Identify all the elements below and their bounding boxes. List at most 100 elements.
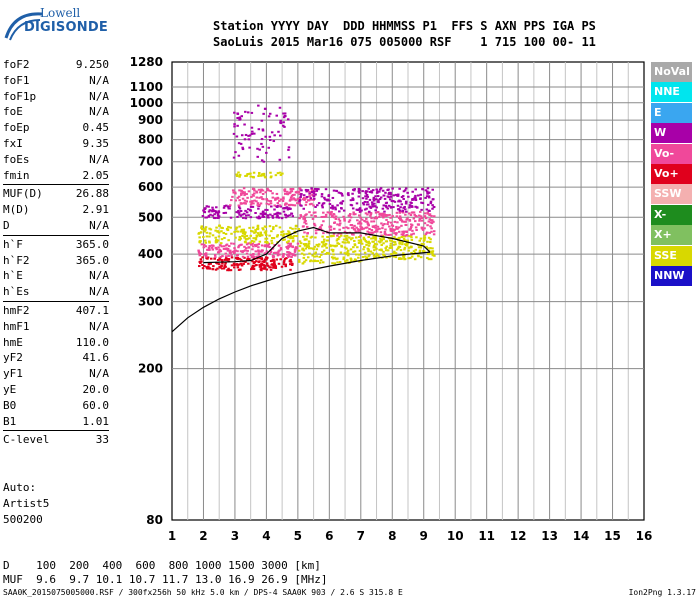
echo-point: [241, 216, 245, 219]
echo-point: [259, 202, 263, 205]
echo-point: [314, 205, 317, 208]
echo-point: [245, 174, 249, 177]
echo-point: [274, 174, 278, 177]
echo-point: [324, 243, 327, 246]
echo-point: [322, 249, 326, 252]
echo-point: [269, 251, 273, 254]
echo-point: [429, 247, 432, 250]
echo-point: [226, 249, 230, 252]
echo-point: [338, 210, 341, 213]
echo-point: [410, 224, 414, 227]
echo-point: [281, 199, 285, 202]
echo-point: [239, 268, 242, 271]
echo-point: [334, 217, 338, 220]
echo-point: [255, 264, 258, 267]
swoosh-icon: [4, 12, 43, 41]
echo-point: [302, 196, 306, 199]
echo-point: [312, 195, 315, 198]
echo-point: [308, 203, 312, 206]
echo-point: [329, 228, 333, 231]
echo-point: [390, 246, 393, 249]
echo-point: [263, 212, 267, 215]
echo-point: [383, 233, 387, 236]
echo-point: [374, 235, 377, 238]
echo-point: [283, 125, 286, 128]
echo-point: [257, 174, 260, 177]
echo-point: [246, 255, 250, 258]
echo-point: [265, 202, 269, 205]
echo-point: [300, 252, 304, 255]
echo-point: [314, 211, 317, 214]
param-value: 41.6: [82, 351, 110, 365]
echo-point: [356, 219, 359, 222]
echo-point: [322, 243, 325, 246]
echo-point: [250, 132, 254, 135]
echo-point: [247, 262, 250, 265]
echo-point: [201, 264, 204, 267]
echo-point: [387, 221, 390, 224]
echo-point: [366, 201, 369, 204]
echo-point: [347, 254, 350, 257]
echo-point: [306, 189, 310, 192]
echo-point: [199, 253, 203, 256]
echo-point: [377, 199, 380, 202]
echo-point: [258, 264, 261, 267]
echo-point: [276, 204, 280, 207]
echo-point: [334, 208, 337, 211]
echo-point: [322, 211, 325, 214]
echo-point: [214, 268, 218, 271]
echo-point: [413, 220, 417, 223]
echo-point: [284, 115, 287, 118]
echo-point: [243, 192, 246, 195]
echo-point: [327, 194, 331, 197]
header-line-1: Station YYYY DAY DDD HHMMSS P1 FFS S AXN…: [213, 19, 596, 33]
echo-point: [241, 213, 244, 216]
echo-point: [282, 124, 285, 127]
echo-point: [320, 224, 324, 227]
echo-cluster: [201, 204, 295, 220]
echo-point: [410, 236, 413, 239]
param-value: N/A: [89, 89, 109, 103]
echo-point: [240, 193, 243, 196]
echo-point: [388, 204, 391, 207]
echo-point: [247, 134, 250, 137]
echo-point: [320, 195, 324, 198]
echo-point: [272, 265, 276, 268]
echo-point: [272, 266, 275, 269]
echo-point: [323, 196, 326, 199]
echo-point: [364, 212, 368, 215]
echo-point: [293, 193, 296, 196]
echo-point: [208, 267, 211, 270]
echo-point: [263, 245, 267, 248]
echo-point: [388, 213, 391, 216]
echo-point: [423, 212, 427, 215]
echo-point: [253, 243, 257, 246]
echo-point: [261, 173, 264, 176]
echo-point: [314, 229, 318, 232]
echo-point: [374, 211, 378, 214]
echo-point: [233, 191, 237, 194]
echo-point: [403, 189, 407, 192]
echo-point: [398, 240, 402, 243]
echo-point: [235, 173, 238, 176]
echo-point: [308, 192, 311, 195]
echo-point: [282, 233, 286, 236]
echo-point: [406, 239, 410, 242]
echo-point: [249, 229, 253, 232]
echo-point: [351, 207, 355, 210]
echo-point: [321, 261, 325, 264]
echo-point: [281, 172, 284, 175]
echo-point: [380, 212, 383, 215]
echo-point: [399, 217, 402, 220]
x-tick-label: 3: [231, 529, 239, 543]
echo-point: [244, 174, 247, 177]
echo-point: [303, 197, 307, 200]
echo-point: [248, 226, 251, 229]
echo-point: [359, 234, 362, 237]
echo-point: [297, 228, 300, 231]
echo-point: [304, 259, 308, 262]
echo-point: [238, 118, 242, 121]
echo-point: [305, 201, 308, 204]
echo-point: [238, 175, 241, 178]
echo-point: [270, 205, 273, 208]
